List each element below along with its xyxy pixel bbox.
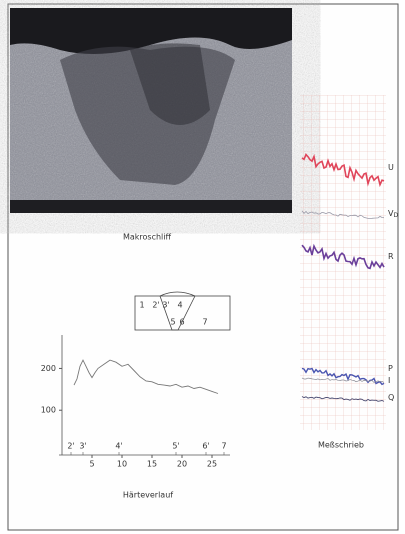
- chart-title: Härteverlauf: [123, 491, 173, 500]
- channel-label: U: [388, 163, 394, 172]
- strip-caption: Meßschrieb: [318, 441, 364, 450]
- macro-photo: [10, 8, 292, 213]
- channel-name: R: [388, 252, 394, 261]
- channel-name: U: [388, 163, 394, 172]
- channel-label: P: [388, 364, 393, 373]
- channel-name: I: [388, 376, 390, 385]
- figure: Makroschliff 12'3'4567 UVDRPIQ Meßschrie…: [0, 0, 405, 534]
- x-tick-label: 25: [207, 460, 217, 469]
- channel-label: Q: [388, 393, 394, 402]
- weld-label: 5: [170, 318, 175, 327]
- weld-label: 1: [139, 301, 144, 310]
- y-tick-label: 200: [41, 364, 56, 373]
- channel-name: P: [388, 364, 393, 373]
- channel-label: R: [388, 252, 394, 261]
- position-label: 2': [67, 442, 74, 451]
- channel-sub: D: [393, 212, 398, 219]
- weld-label: 3': [162, 301, 169, 310]
- x-tick-label: 10: [117, 460, 127, 469]
- position-label: 3': [79, 442, 86, 451]
- x-tick-label: 20: [177, 460, 187, 469]
- y-tick-label: 100: [41, 406, 56, 415]
- weld-label: 2': [152, 301, 159, 310]
- channel-name: Q: [388, 393, 394, 402]
- position-label: 4': [115, 442, 122, 451]
- photo-caption: Makroschliff: [123, 233, 172, 242]
- x-tick-label: 5: [89, 460, 94, 469]
- page: Makroschliff 12'3'4567 UVDRPIQ Meßschrie…: [0, 0, 405, 534]
- position-label: 5': [172, 442, 179, 451]
- x-tick-label: 15: [147, 460, 157, 469]
- weld-label: 7: [202, 318, 207, 327]
- position-label: 6': [202, 442, 209, 451]
- weld-label: 6: [179, 318, 184, 327]
- weld-label: 4: [177, 301, 182, 310]
- position-label: 7: [221, 442, 226, 451]
- channel-label: I: [388, 376, 390, 385]
